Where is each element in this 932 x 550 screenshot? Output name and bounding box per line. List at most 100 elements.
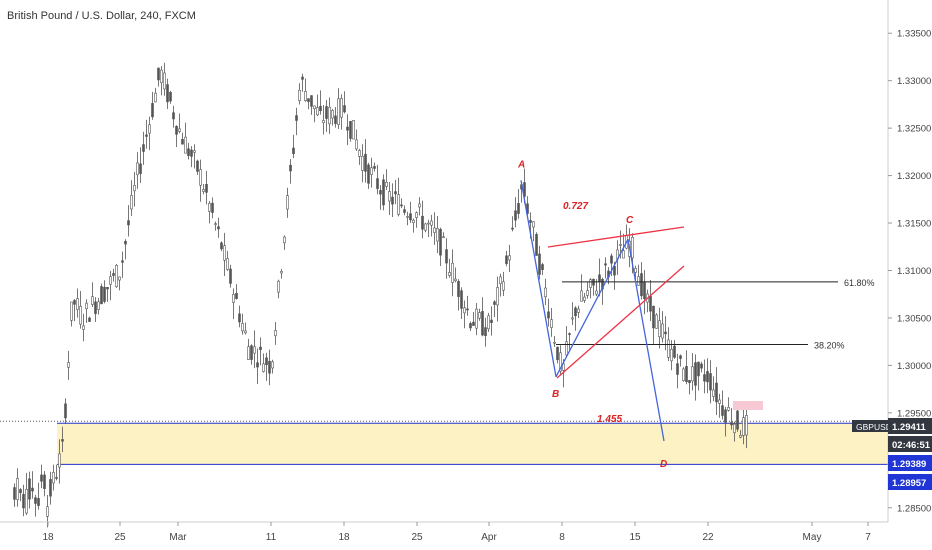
candle-body [40, 474, 43, 482]
candle-body [85, 302, 88, 309]
ratio-label-bc: 0.727 [563, 201, 588, 212]
candle-body [484, 327, 487, 336]
candle-body [586, 290, 589, 296]
candle-body [481, 311, 484, 336]
candle-body [667, 339, 670, 358]
candle-body [43, 474, 46, 489]
candle-body [619, 244, 622, 246]
candle-body [589, 279, 592, 288]
time-tick-label: May [803, 532, 822, 543]
candle-body [79, 306, 82, 325]
candle-body [652, 305, 655, 329]
candle-body [31, 487, 34, 492]
price-tick-label: 1.29500 [897, 408, 931, 419]
candle-body [238, 313, 241, 323]
candle-body [58, 453, 61, 468]
candle-body [745, 415, 748, 436]
candle-body [397, 194, 400, 215]
candle-body [529, 220, 532, 223]
candle-body [703, 374, 706, 382]
candle-body [418, 203, 421, 208]
candle-body [433, 227, 436, 233]
candle-body [121, 260, 124, 263]
candle-body [637, 276, 640, 286]
candle-body [157, 67, 160, 81]
candle-body [13, 487, 16, 500]
candle-body [112, 273, 115, 276]
candle-body [220, 242, 223, 250]
pattern-point-a: A [517, 159, 525, 170]
candle-body [193, 150, 196, 153]
candle-body [256, 362, 259, 368]
ratio-label-cd: 1.455 [597, 414, 622, 425]
candle-body [118, 276, 121, 281]
pattern-point-b: B [552, 389, 559, 400]
candle-body [292, 147, 295, 155]
candle-body [415, 212, 418, 218]
candle-body [724, 409, 727, 423]
candle-body [685, 366, 688, 383]
candle-body [175, 126, 178, 135]
price-tick-label: 1.32500 [897, 124, 931, 135]
candle-body [622, 250, 625, 259]
time-tick-label: 25 [411, 532, 423, 543]
candle-body [682, 368, 685, 381]
candle-body [640, 273, 643, 297]
candle-body [184, 136, 187, 154]
time-tick-label: 22 [702, 532, 714, 543]
price-tick-label: 1.28500 [897, 503, 931, 514]
candle-body [124, 240, 127, 245]
pattern-leg [555, 238, 629, 378]
candle-body [151, 103, 154, 118]
candle-body [568, 333, 571, 335]
pattern-point-c: C [626, 215, 634, 226]
price-tag-zone_top [888, 455, 932, 471]
time-tick-label: Mar [169, 532, 187, 543]
candle-body [205, 184, 208, 193]
candle-body [301, 76, 304, 80]
candle-body [436, 228, 439, 242]
candle-body [148, 124, 151, 134]
candle-body [349, 121, 352, 139]
candle-body [493, 301, 496, 305]
candle-body [505, 255, 508, 264]
candle-body [280, 271, 283, 274]
candle-body [316, 107, 319, 116]
candle-body [190, 149, 193, 157]
candle-body [28, 478, 31, 500]
candle-body [91, 296, 94, 305]
candle-body [379, 190, 382, 195]
candle-body [286, 195, 289, 210]
candle-body [559, 352, 562, 372]
candle-body [700, 363, 703, 369]
candle-body [742, 417, 745, 436]
candle-body [97, 301, 100, 310]
candle-body [208, 202, 211, 212]
candle-body [304, 91, 307, 102]
price-tag-value: 1.28957 [892, 478, 926, 489]
candle-body [427, 222, 430, 225]
price-tag-value: 02:46:51 [892, 440, 931, 451]
candle-body [52, 472, 55, 484]
candle-body [178, 128, 181, 132]
candle-body [595, 290, 598, 295]
candle-body [343, 105, 346, 113]
candle-body [283, 236, 286, 244]
candle-body [721, 405, 724, 416]
price-tick-label: 1.30500 [897, 313, 931, 324]
candle-body [463, 307, 466, 314]
candle-body [358, 150, 361, 157]
candle-body [262, 363, 265, 372]
candle-body [22, 493, 25, 509]
candle-body [382, 179, 385, 206]
candle-body [634, 268, 637, 273]
symbol-tag [852, 420, 888, 432]
candle-body [424, 223, 427, 231]
candle-body [403, 209, 406, 213]
candle-body [571, 317, 574, 320]
candle-body [181, 138, 184, 145]
candle-body [139, 163, 142, 174]
candle-body [604, 263, 607, 266]
candle-body [70, 301, 73, 321]
